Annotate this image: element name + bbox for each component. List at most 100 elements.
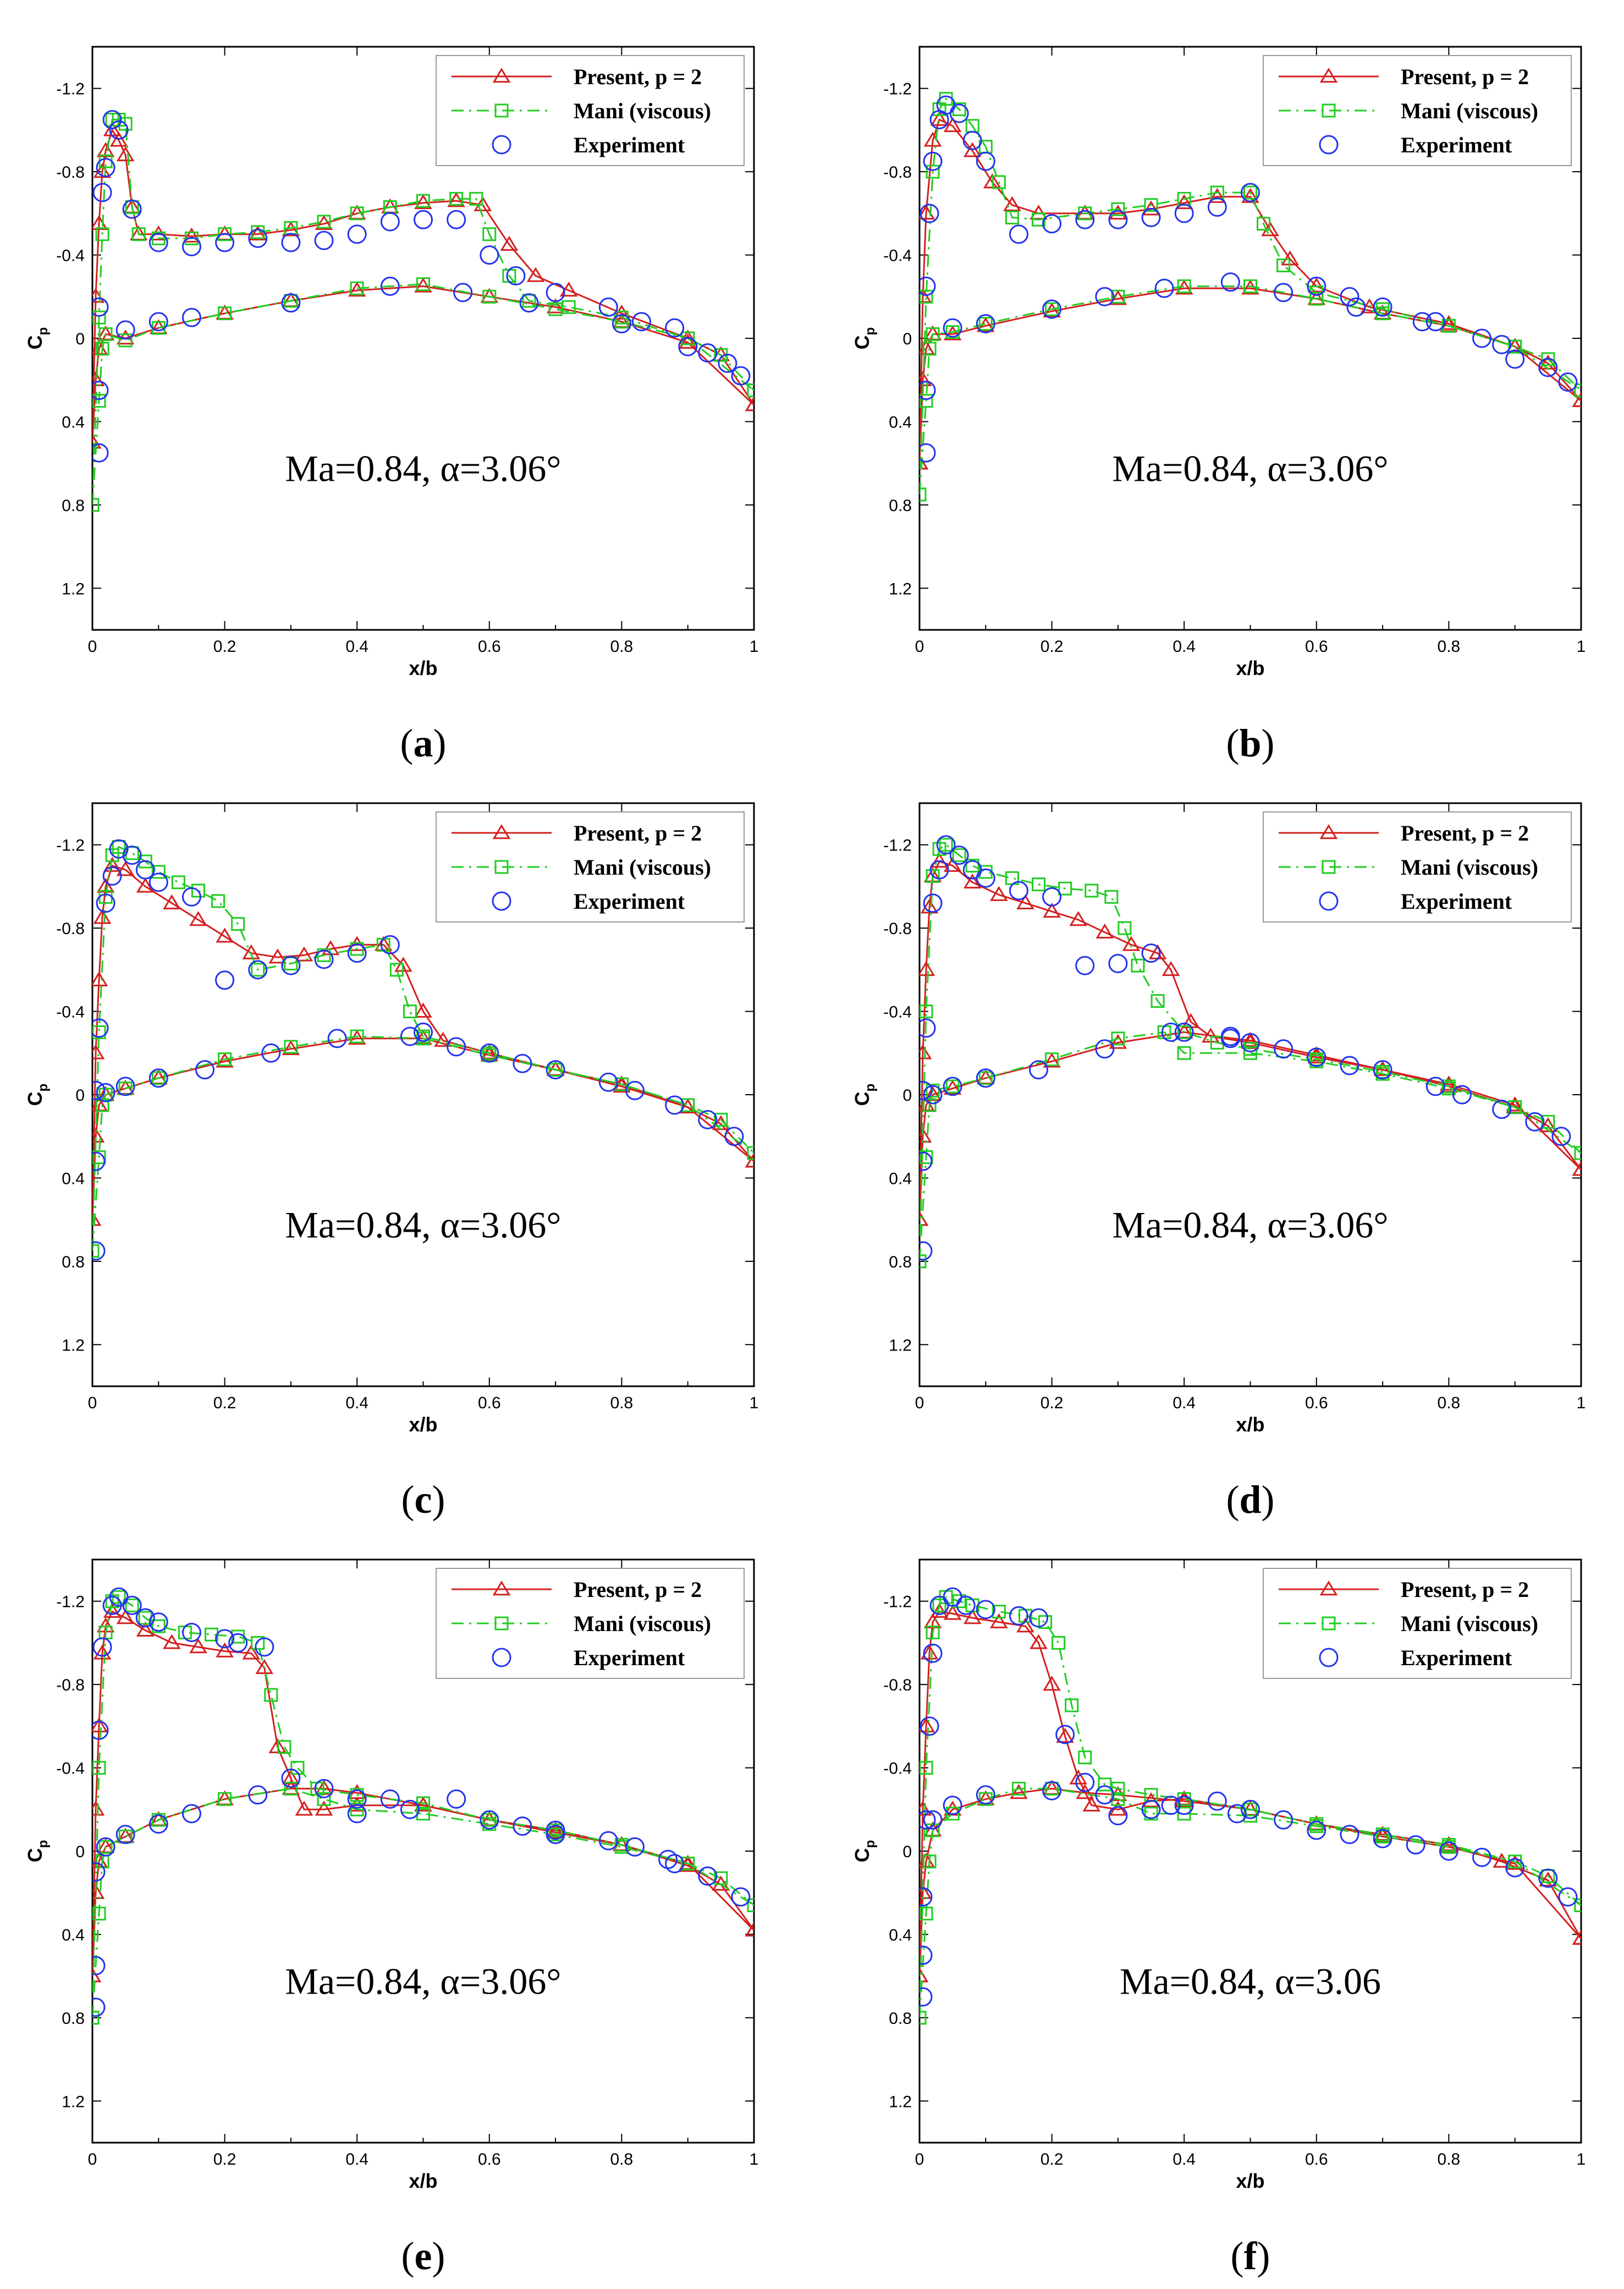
x-tick-label: 0.6 (1305, 1394, 1328, 1412)
data-point (1109, 1034, 1127, 1049)
data-point (116, 861, 135, 876)
data-point (116, 146, 135, 162)
data-point (920, 1716, 939, 1736)
x-axis-label: x/b (1236, 2170, 1264, 2192)
data-point (264, 1688, 278, 1702)
data-point (920, 1150, 933, 1165)
data-point (922, 342, 937, 356)
chart-panel-3: 0 0.2 0.4 0.6 0.8 1 -1.2 -0.8 -0.4 0 0.4 0.8 1.2 x/b C… (851, 802, 1586, 1522)
data-point (1111, 289, 1125, 304)
data-point (416, 277, 430, 292)
data-point (976, 1785, 995, 1805)
series-line-lower (920, 1031, 1581, 1261)
data-point (400, 1799, 420, 1819)
data-point (1009, 881, 1028, 901)
data-point (1220, 272, 1240, 292)
data-point (218, 306, 232, 321)
data-point (1117, 921, 1132, 935)
y-axis-label: Cp (851, 1084, 878, 1106)
data-point (920, 487, 927, 502)
x-tick-label: 0 (915, 1394, 924, 1412)
data-point (962, 130, 982, 150)
data-point (92, 1801, 105, 1816)
data-point (92, 1211, 102, 1226)
data-point (945, 1079, 960, 1094)
data-point (1207, 197, 1227, 217)
panel-label: (e) (401, 2234, 445, 2278)
data-point (389, 963, 404, 977)
legend-marker (494, 860, 509, 874)
legend-entry: Mani (viscous) (1401, 1611, 1538, 1636)
panel-label: (c) (401, 1478, 445, 1522)
data-point (92, 1151, 106, 1171)
data-point (181, 1804, 201, 1824)
data-point (135, 1608, 155, 1628)
data-point (1220, 1029, 1240, 1049)
data-point (681, 331, 695, 345)
series-circle (920, 1587, 1578, 2007)
data-point (1505, 349, 1525, 369)
data-point (922, 1098, 937, 1112)
data-point (1309, 292, 1324, 306)
data-point (116, 1609, 135, 1624)
data-point (1276, 259, 1291, 272)
data-point (1042, 887, 1062, 907)
data-point (698, 1110, 718, 1129)
data-point (923, 1810, 943, 1830)
svg-text:Cp: Cp (24, 1840, 51, 1863)
data-point (990, 1613, 1008, 1628)
data-point (1274, 1810, 1293, 1830)
legend-marker (1319, 891, 1339, 911)
data-point (926, 1823, 940, 1837)
y-tick-label: 0.4 (889, 413, 912, 431)
data-point (251, 963, 265, 977)
data-point (148, 1068, 168, 1088)
y-tick-label: 0.8 (62, 2010, 85, 2028)
data-point (216, 1642, 234, 1657)
data-point (519, 293, 539, 313)
data-point (350, 206, 364, 221)
series-line-lower (920, 1787, 1581, 2018)
x-tick-label: 0.8 (1438, 2150, 1461, 2169)
data-point (1141, 1799, 1161, 1819)
x-tick-label: 0 (88, 1394, 97, 1412)
data-point (92, 1018, 109, 1038)
data-point (314, 949, 334, 969)
data-point (1032, 877, 1046, 892)
data-point (952, 1594, 966, 1609)
data-point (976, 1600, 995, 1620)
x-tick-label: 0.8 (610, 2150, 634, 2169)
data-point (150, 225, 168, 240)
data-point (281, 293, 301, 313)
data-point (92, 1080, 106, 1100)
legend-entry: Experiment (1401, 1645, 1512, 1670)
y-axis-label: Cp (24, 327, 51, 350)
data-point (122, 199, 142, 219)
data-point (747, 1898, 754, 1912)
data-point (1009, 224, 1028, 244)
data-point (963, 1609, 982, 1624)
data-point (513, 1053, 532, 1073)
data-point (1572, 1161, 1581, 1176)
data-point (231, 917, 245, 931)
data-point (348, 282, 366, 297)
data-point (698, 343, 718, 363)
data-point (929, 860, 949, 880)
data-point (926, 1083, 940, 1097)
y-tick-label: 0.4 (62, 1926, 85, 1944)
data-point (1069, 1769, 1088, 1785)
x-tick-label: 0 (88, 2150, 97, 2169)
legend-marker (492, 891, 511, 911)
data-point (1042, 214, 1062, 234)
data-point (976, 868, 995, 888)
panel-label: (b) (1226, 721, 1274, 765)
data-point (92, 1637, 112, 1657)
data-point (1375, 1067, 1390, 1081)
data-point (96, 158, 115, 178)
y-tick-label: 0 (75, 1843, 85, 1861)
data-point (1241, 1033, 1260, 1052)
data-point (559, 282, 578, 297)
data-point (1572, 392, 1581, 407)
data-point (1243, 185, 1257, 200)
data-point (414, 1796, 432, 1812)
